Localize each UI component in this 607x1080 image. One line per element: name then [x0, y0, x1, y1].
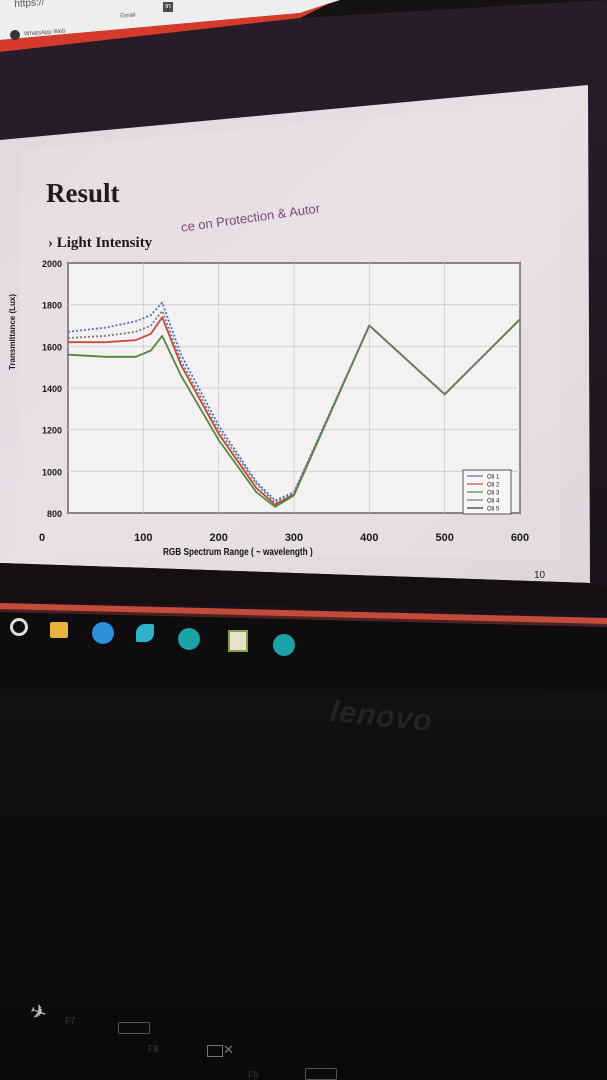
bullet-arrow-icon: ›: [48, 235, 57, 251]
x-tick-label: 600: [511, 532, 529, 544]
legend-label: Oil 3: [487, 491, 500, 497]
key-f8[interactable]: F8: [148, 1044, 159, 1054]
y-tick-label: 1000: [42, 467, 62, 477]
x-tick-label: 500: [435, 532, 453, 544]
y-tick-label: 2000: [42, 259, 62, 269]
y-axis-label: Transmittance (Lux): [8, 293, 17, 370]
chrome-remote-icon[interactable]: [136, 624, 154, 642]
x-tick-label: 300: [285, 532, 303, 544]
x-axis-label: RGB Spectrum Range ( ~ wavelength ): [163, 547, 313, 558]
file-explorer-icon[interactable]: [50, 622, 68, 638]
y-tick-label: 1200: [42, 426, 62, 436]
x-tick-label: 200: [209, 532, 227, 544]
slide-title: Result: [46, 178, 120, 208]
series-line-3: [67, 309, 521, 504]
linkedin-icon[interactable]: in: [163, 2, 173, 12]
legend-label: Oil 1: [487, 475, 500, 481]
legend-label: Oil 2: [487, 483, 500, 489]
slide-page-number: 10: [534, 570, 546, 581]
close-x-icon[interactable]: ✕: [223, 1042, 234, 1057]
edge-browser-icon[interactable]: [92, 622, 114, 644]
y-tick-label: 1800: [42, 301, 62, 311]
whatsapp-icon[interactable]: [10, 30, 20, 40]
legend-label: Oil 4: [487, 499, 500, 505]
bullet-text: Light Intensity: [56, 235, 153, 251]
projector-key-icon[interactable]: [305, 1068, 337, 1080]
key-f7[interactable]: F7: [65, 1016, 76, 1026]
y-tick-label: 1600: [42, 342, 62, 352]
arduino-icon-2[interactable]: [273, 634, 295, 656]
slide-bullet: › Light Intensity: [48, 235, 152, 252]
touchpad-toggle-icon[interactable]: [207, 1045, 223, 1057]
start-button-icon[interactable]: [10, 618, 28, 636]
legend-label: Oil 5: [487, 507, 500, 513]
x-tick-label: 100: [134, 532, 152, 544]
browser-toolbar: [0, 0, 340, 40]
series-line-0: [67, 301, 521, 502]
display-switch-icon[interactable]: [118, 1022, 150, 1034]
y-tick-label: 1400: [42, 384, 62, 394]
y-tick-label: 800: [47, 509, 62, 519]
notepad-icon[interactable]: [228, 630, 248, 652]
x-tick-label: 400: [360, 532, 378, 544]
arduino-icon[interactable]: [178, 628, 200, 650]
key-f9[interactable]: F9: [248, 1070, 259, 1080]
x-tick-label: 0: [39, 532, 45, 544]
